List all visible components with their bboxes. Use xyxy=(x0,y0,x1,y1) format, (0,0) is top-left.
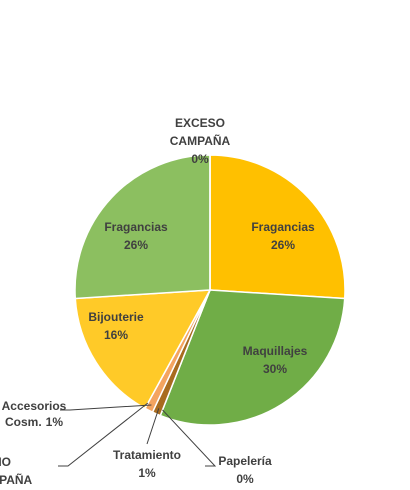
leader-line xyxy=(146,408,160,445)
slice-value-label: 1% xyxy=(138,466,156,480)
slice-value-label: 26% xyxy=(271,238,295,252)
leader-line xyxy=(60,404,152,411)
slice-label: Bijouterie xyxy=(88,310,144,324)
slice-label: Maquillajes xyxy=(243,344,308,358)
slice-label: Cosm. 1% xyxy=(5,415,63,429)
slice-value-label: 30% xyxy=(263,362,287,376)
leader-line xyxy=(58,402,149,467)
slice-label: Cosm. xyxy=(5,415,42,429)
slice-label: CAMPAÑA xyxy=(170,133,231,148)
slice-value-label: 26% xyxy=(124,238,148,252)
leader-line xyxy=(162,409,217,467)
slice-label: Tratamiento xyxy=(113,448,181,462)
pie xyxy=(74,154,346,426)
slice-value-label: 16% xyxy=(104,328,128,342)
slice-label: Fragancias xyxy=(104,220,168,234)
slice-label: CAMPAÑA xyxy=(0,472,33,487)
slice-label: Papelería xyxy=(218,454,272,468)
slice-label: EXCESO xyxy=(175,116,225,130)
slice-value-label: 0% xyxy=(191,152,209,166)
pie-slice xyxy=(74,154,211,300)
pie-slice xyxy=(209,154,346,300)
slice-label: Fragancias xyxy=(251,220,315,234)
slice-value-label: 1% xyxy=(46,415,64,429)
pie-slice xyxy=(159,289,346,426)
labels: Fragancias 26% Maquillajes 30% Papelería 0% Tr… xyxy=(0,116,315,487)
slice-label: Accesorios xyxy=(2,399,67,413)
slice-value-label: 0% xyxy=(236,472,254,486)
pie-slice xyxy=(74,289,212,410)
slice-label: NO xyxy=(0,455,11,469)
